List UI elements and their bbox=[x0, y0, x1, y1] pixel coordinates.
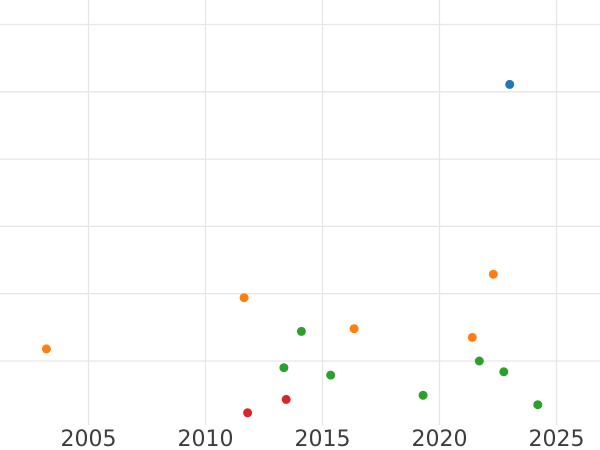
scatter-point-green bbox=[296, 326, 306, 336]
scatter-point-red bbox=[243, 408, 253, 418]
x-tick-label: 2020 bbox=[412, 427, 468, 450]
scatter-point-orange bbox=[467, 332, 477, 342]
data-points bbox=[41, 79, 543, 418]
scatter-point-orange bbox=[349, 324, 359, 334]
x-tick-label: 2015 bbox=[295, 427, 351, 450]
x-tick-label: 2010 bbox=[178, 427, 234, 450]
scatter-point-green bbox=[418, 390, 428, 400]
scatter-point-orange bbox=[488, 269, 498, 279]
scatter-point-orange bbox=[41, 344, 51, 354]
horizontal-gridlines bbox=[0, 23, 600, 362]
x-axis-labels: 2005 2010 2015 2020 2025 bbox=[61, 427, 585, 450]
scatter-point-orange bbox=[239, 293, 249, 303]
scatter-point-green bbox=[279, 363, 289, 373]
scatter-point-blue bbox=[505, 79, 515, 89]
scatter-point-green bbox=[474, 356, 484, 366]
scatter-point-green bbox=[499, 367, 509, 377]
x-tick-label: 2005 bbox=[61, 427, 117, 450]
scatter-point-green bbox=[533, 400, 543, 410]
x-tick-label: 2025 bbox=[529, 427, 585, 450]
scatter-point-green bbox=[326, 370, 336, 380]
scatter-point-red bbox=[281, 394, 291, 404]
vertical-gridlines bbox=[87, 0, 558, 425]
